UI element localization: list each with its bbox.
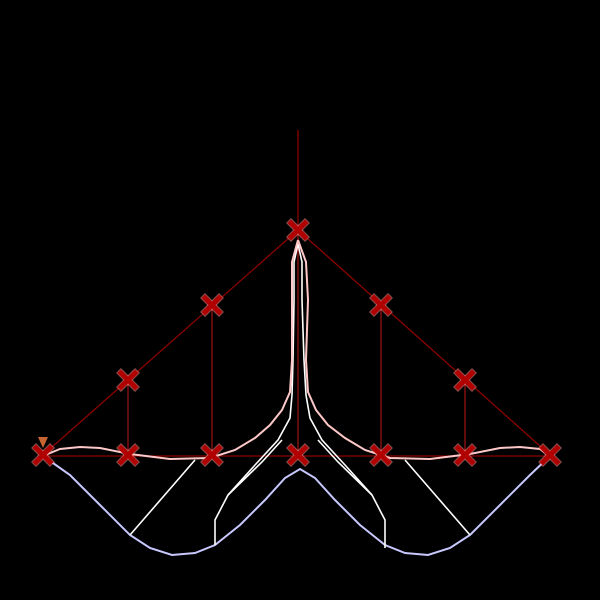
anchor-marker	[38, 437, 48, 448]
white-strut-4	[404, 459, 471, 536]
white-left-middle-curve	[227, 439, 283, 496]
x-cross-icon	[453, 443, 477, 467]
x-cross-icon	[369, 443, 393, 467]
white-left-inner-curve	[214, 243, 299, 545]
x-cross-icon	[200, 293, 224, 317]
right-roof-line	[297, 229, 551, 456]
frame-lines	[42, 130, 551, 457]
x-cross-icon	[538, 443, 562, 467]
pink-left-curve	[42, 239, 299, 461]
white-right-middle-curve	[317, 439, 373, 496]
x-cross-icon	[286, 218, 310, 242]
white-strut-1	[129, 459, 196, 536]
left-roof-line	[42, 229, 299, 456]
control-markers	[31, 218, 562, 467]
curves	[42, 239, 551, 557]
x-cross-icon	[116, 443, 140, 467]
triangle-down-icon	[38, 437, 48, 448]
x-cross-icon	[453, 368, 477, 392]
x-cross-icon	[369, 293, 393, 317]
pink-right-curve	[297, 239, 551, 461]
lavender-lower-curve	[42, 455, 551, 557]
x-cross-icon	[200, 443, 224, 467]
x-cross-icon	[286, 443, 310, 467]
x-cross-icon	[31, 443, 55, 467]
white-right-inner-curve	[297, 243, 386, 548]
x-cross-icon	[116, 368, 140, 392]
